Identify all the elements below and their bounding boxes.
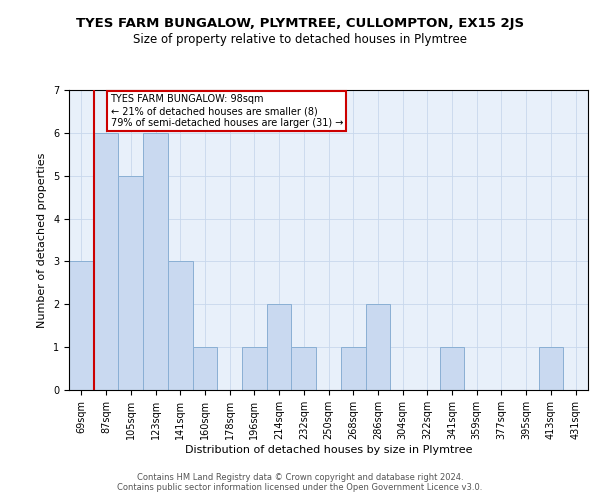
- Bar: [341, 347, 365, 390]
- Bar: [193, 347, 217, 390]
- Y-axis label: Number of detached properties: Number of detached properties: [37, 152, 47, 328]
- X-axis label: Distribution of detached houses by size in Plymtree: Distribution of detached houses by size …: [185, 444, 472, 454]
- Bar: [69, 262, 94, 390]
- Bar: [365, 304, 390, 390]
- Bar: [94, 133, 118, 390]
- Text: Contains public sector information licensed under the Open Government Licence v3: Contains public sector information licen…: [118, 484, 482, 492]
- Bar: [143, 133, 168, 390]
- Bar: [440, 347, 464, 390]
- Text: TYES FARM BUNGALOW: 98sqm
← 21% of detached houses are smaller (8)
79% of semi-d: TYES FARM BUNGALOW: 98sqm ← 21% of detac…: [110, 94, 343, 128]
- Text: TYES FARM BUNGALOW, PLYMTREE, CULLOMPTON, EX15 2JS: TYES FARM BUNGALOW, PLYMTREE, CULLOMPTON…: [76, 18, 524, 30]
- Text: Size of property relative to detached houses in Plymtree: Size of property relative to detached ho…: [133, 32, 467, 46]
- Bar: [168, 262, 193, 390]
- Bar: [292, 347, 316, 390]
- Bar: [242, 347, 267, 390]
- Bar: [539, 347, 563, 390]
- Text: Contains HM Land Registry data © Crown copyright and database right 2024.: Contains HM Land Registry data © Crown c…: [137, 472, 463, 482]
- Bar: [267, 304, 292, 390]
- Bar: [118, 176, 143, 390]
